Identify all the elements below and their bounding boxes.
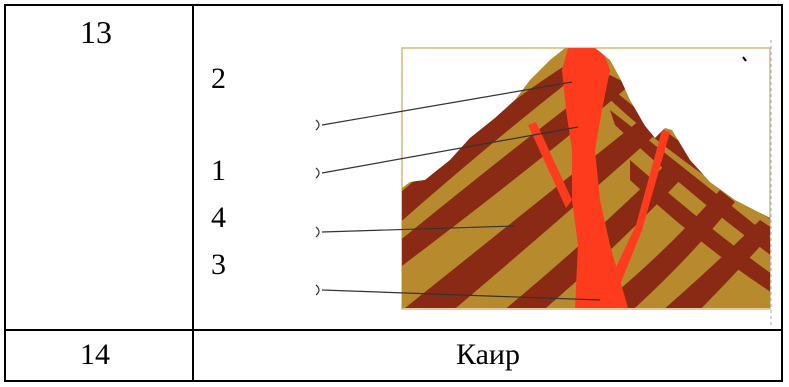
lava-branch-left: [528, 122, 572, 208]
pointer-lines: [315, 81, 601, 301]
lava-branch-right: [610, 130, 670, 290]
table-border-left: [4, 4, 6, 382]
table-border-right: [781, 4, 783, 382]
table-row-divider: [4, 329, 783, 331]
row-number-14: 14: [80, 338, 110, 371]
row-number-13: 13: [80, 14, 112, 50]
diagram-label-2: 2: [211, 62, 226, 95]
table-column-divider: [192, 4, 194, 382]
diagram-label-3: 3: [211, 248, 226, 281]
volcano-diagram: [310, 30, 780, 330]
answer-text: Каир: [456, 338, 520, 371]
answer-table: [4, 4, 783, 382]
lava-conduit: [562, 48, 628, 308]
diagram-label-4: 4: [211, 201, 226, 234]
table-border-bottom: [4, 380, 783, 382]
table-border-top: [4, 4, 783, 6]
diagram-label-1: 1: [211, 154, 226, 187]
